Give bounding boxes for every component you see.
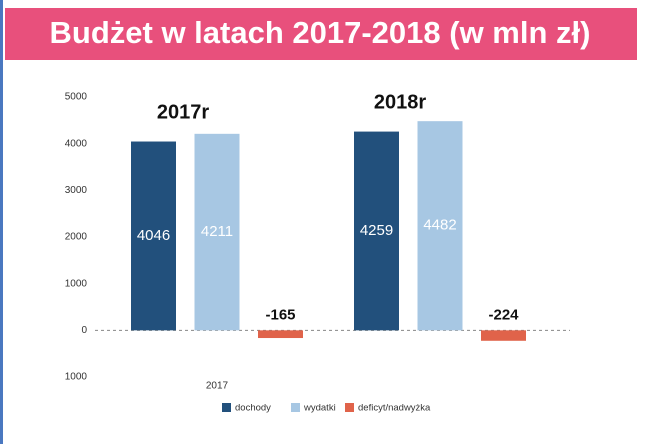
data-label: 4259 <box>360 222 393 239</box>
left-border <box>0 0 3 444</box>
data-label: -224 <box>488 306 519 323</box>
legend-swatch <box>222 403 231 412</box>
data-label: 4482 <box>423 217 456 234</box>
bar <box>354 131 399 331</box>
bar <box>481 330 526 341</box>
y-tick-label: 2000 <box>65 232 88 243</box>
bar <box>194 133 240 331</box>
x-tick-label: 2017 <box>206 381 229 392</box>
data-label: 4046 <box>137 227 170 244</box>
bar <box>417 121 463 331</box>
group-annotation: 2018r <box>374 91 426 113</box>
bar <box>258 330 303 339</box>
y-tick-label: 5000 <box>65 92 88 103</box>
y-tick-label: 0 <box>81 325 87 336</box>
y-tick-label: 3000 <box>65 185 88 196</box>
data-label: 4211 <box>201 223 233 240</box>
title-banner <box>5 8 637 60</box>
legend-label: dochody <box>235 403 271 414</box>
data-label: -165 <box>265 306 295 323</box>
group-annotation: 2017r <box>157 101 209 123</box>
chart-title: Budżet w latach 2017-2018 (w mln zł) <box>50 15 591 50</box>
legend-label: deficyt/nadwyżka <box>358 403 431 414</box>
legend-swatch <box>291 403 300 412</box>
bar <box>131 141 176 331</box>
y-tick-label: 1000 <box>65 372 88 383</box>
legend-swatch <box>345 403 354 412</box>
y-tick-label: 4000 <box>65 138 88 149</box>
legend-label: wydatki <box>303 403 336 414</box>
y-tick-label: 1000 <box>65 278 88 289</box>
